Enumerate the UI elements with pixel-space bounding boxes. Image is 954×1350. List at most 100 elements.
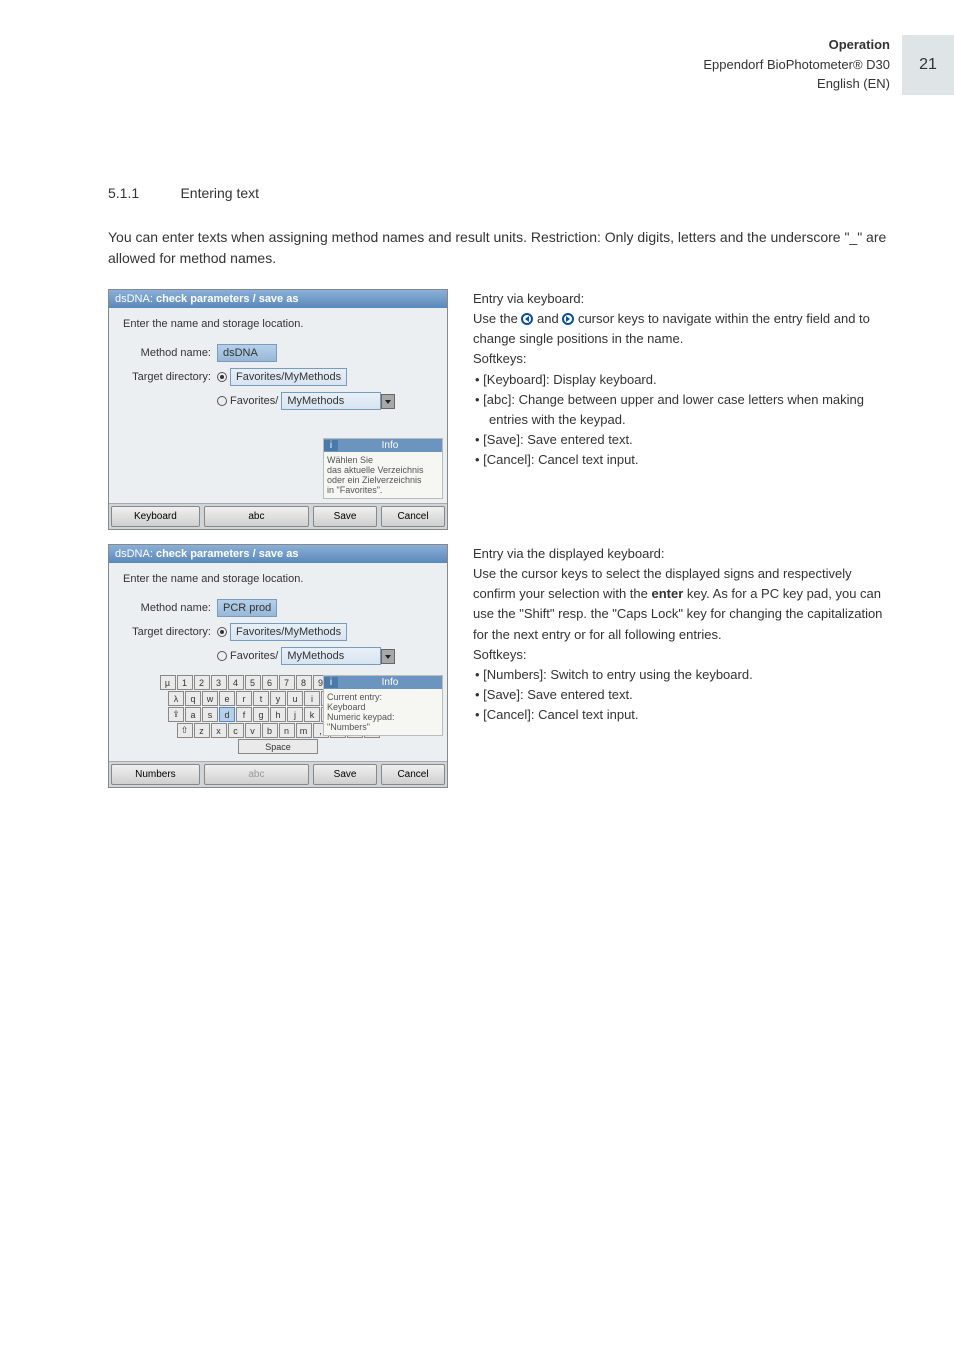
titlebar: dsDNA: check parameters / save as [109,290,447,308]
save-button[interactable]: Save [313,506,377,527]
radio-on-icon[interactable] [217,627,227,637]
info-icon: i [324,677,338,688]
keyboard-key[interactable]: g [253,707,269,722]
bullet-abc: [abc]: Change between upper and lower ca… [489,390,896,430]
keyboard-key[interactable]: µ [160,675,176,690]
header-product: Eppendorf BioPhotometer® D30 [703,55,890,75]
bullet-save: [Save]: Save entered text. [489,430,896,450]
bullet-save: [Save]: Save entered text. [489,685,896,705]
favorites-label: Favorites/ [230,650,278,662]
keyboard-key[interactable]: ⇧ [177,723,193,738]
cancel-button[interactable]: Cancel [381,506,445,527]
keyboard-key[interactable]: 2 [194,675,210,690]
keyboard-key[interactable]: b [262,723,278,738]
keyboard-key[interactable]: k [304,707,320,722]
keyboard-key[interactable]: z [194,723,210,738]
device-screenshot-2: dsDNA: check parameters / save as Enter … [108,544,448,788]
cursor-right-icon [562,313,574,325]
keyboard-key[interactable]: λ [168,691,184,706]
keyboard-key[interactable]: 6 [262,675,278,690]
cursor-left-icon [521,313,533,325]
description-2: Entry via the displayed keyboard: Use th… [473,544,896,798]
save-button[interactable]: Save [313,764,377,785]
entry-method-heading: Entry via the displayed keyboard: [473,544,896,564]
method-name-field[interactable]: dsDNA [217,344,277,362]
keyboard-key[interactable]: x [211,723,227,738]
target-dir-label: Target directory: [117,626,217,638]
device-screenshot-1: dsDNA: check parameters / save as Enter … [108,289,448,530]
keyboard-key[interactable]: 7 [279,675,295,690]
bullet-keyboard: [Keyboard]: Display keyboard. [489,370,896,390]
keyboard-key[interactable]: 1 [177,675,193,690]
abc-button[interactable]: abc [204,764,309,785]
space-key[interactable]: Space [238,739,318,754]
keyboard-key[interactable]: i [304,691,320,706]
keyboard-key[interactable]: w [202,691,218,706]
method-name-label: Method name: [117,602,217,614]
favorites-label: Favorites/ [230,395,278,407]
radio-on-icon[interactable] [217,372,227,382]
softkey-bar: Keyboard abc Save Cancel [109,503,447,529]
keyboard-key[interactable]: q [185,691,201,706]
entry-method-heading: Entry via keyboard: [473,289,896,309]
keyboard-key[interactable]: 3 [211,675,227,690]
cursor-nav-text: Use the and cursor keys to navigate with… [473,309,896,349]
radio-off-icon[interactable] [217,651,227,661]
keyboard-key[interactable]: e [219,691,235,706]
keyboard-key[interactable]: f [236,707,252,722]
section-number: 5.1.1 [108,185,176,201]
keyboard-key[interactable]: s [202,707,218,722]
bullet-numbers: [Numbers]: Switch to entry using the key… [489,665,896,685]
bullet-cancel: [Cancel]: Cancel text input. [489,450,896,470]
keyboard-button[interactable]: Keyboard [111,506,200,527]
keyboard-key[interactable]: j [287,707,303,722]
chevron-down-icon[interactable] [381,649,395,664]
instruction-text: Enter the name and storage location. [123,573,439,585]
keyboard-key[interactable]: a [185,707,201,722]
keyboard-key[interactable]: 8 [296,675,312,690]
info-box: iInfo Current entry: Keyboard Numeric ke… [323,675,443,736]
page-header: Operation Eppendorf BioPhotometer® D30 E… [703,35,890,94]
mymethods-dropdown[interactable]: MyMethods [281,392,381,410]
cancel-button[interactable]: Cancel [381,764,445,785]
header-lang: English (EN) [703,74,890,94]
method-name-label: Method name: [117,347,217,359]
section-heading: 5.1.1 Entering text [108,185,896,203]
keyboard-key[interactable]: m [296,723,312,738]
info-box: iInfo Wählen Sie das aktuelle Verzeichni… [323,438,443,499]
section-title: Entering text [180,185,259,201]
keyboard-key[interactable]: d [219,707,235,722]
onscreen-keyboard[interactable]: µ1234567890-_← λqwertyuiop[] ⇪asdfghjkl;… [117,675,439,754]
keyboard-key[interactable]: n [279,723,295,738]
target-dir-field[interactable]: Favorites/MyMethods [230,623,347,641]
intro-paragraph: You can enter texts when assigning metho… [108,227,896,269]
description-1: Entry via keyboard: Use the and cursor k… [473,289,896,540]
target-dir-field[interactable]: Favorites/MyMethods [230,368,347,386]
info-icon: i [324,440,338,451]
keyboard-key[interactable]: h [270,707,286,722]
abc-button[interactable]: abc [204,506,309,527]
softkeys-label: Softkeys: [473,349,896,369]
target-dir-label: Target directory: [117,371,217,383]
chevron-down-icon[interactable] [381,394,395,409]
instruction-text: Enter the name and storage location. [123,318,439,330]
keyboard-key[interactable]: c [228,723,244,738]
keyboard-key[interactable]: y [270,691,286,706]
softkeys-label: Softkeys: [473,645,896,665]
bullet-cancel: [Cancel]: Cancel text input. [489,705,896,725]
radio-off-icon[interactable] [217,396,227,406]
numbers-button[interactable]: Numbers [111,764,200,785]
mymethods-dropdown[interactable]: MyMethods [281,647,381,665]
keyboard-key[interactable]: 5 [245,675,261,690]
keyboard-key[interactable]: u [287,691,303,706]
keyboard-key[interactable]: 4 [228,675,244,690]
keyboard-key[interactable]: r [236,691,252,706]
keyboard-key[interactable]: t [253,691,269,706]
header-section: Operation [703,35,890,55]
method-name-field[interactable]: PCR prod [217,599,277,617]
keyboard-key[interactable]: v [245,723,261,738]
keyboard-key[interactable]: ⇪ [168,707,184,722]
softkey-bar: Numbers abc Save Cancel [109,761,447,787]
page-number: 21 [902,35,954,95]
titlebar: dsDNA: check parameters / save as [109,545,447,563]
